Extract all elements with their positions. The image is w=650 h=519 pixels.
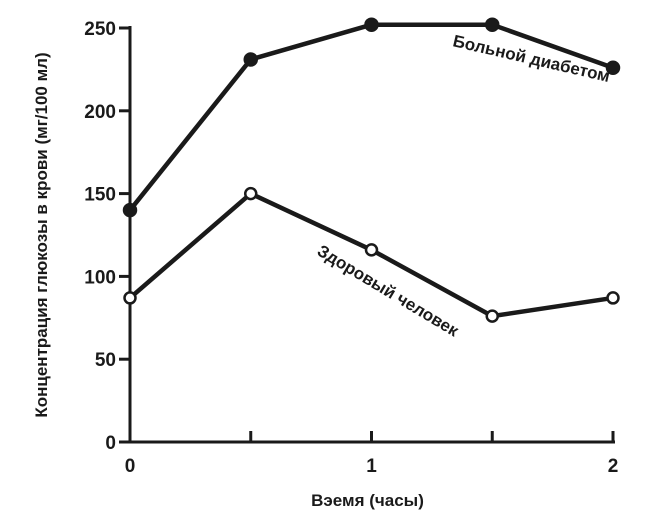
data-point-healthy (485, 309, 499, 323)
x-tick-label: 2 (608, 456, 619, 477)
x-axis-title: Вэемя (часы) (311, 491, 424, 510)
y-tick-label: 0 (105, 433, 116, 454)
y-tick-label: 250 (84, 19, 116, 40)
series-layer (122, 17, 621, 323)
data-point-healthy (606, 291, 620, 305)
data-point-diabetic (243, 52, 258, 67)
data-point-healthy (244, 186, 258, 201)
data-point-diabetic (122, 202, 138, 218)
data-point-diabetic (485, 17, 500, 32)
ticks-layer: 0 50 100 150 200 250 0 1 2 (84, 19, 618, 477)
y-tick-label: 50 (95, 350, 116, 371)
data-point-healthy (364, 243, 379, 257)
y-tick-label: 200 (84, 102, 116, 123)
data-point-healthy (123, 291, 137, 305)
y-tick-label: 150 (84, 185, 116, 206)
y-axis-title: Концентрация глюкозы в крови (мг/100 мл) (32, 52, 51, 417)
x-tick-label: 1 (366, 456, 377, 477)
y-tick-label: 100 (84, 267, 116, 288)
data-point-diabetic (605, 60, 621, 75)
series-label-healthy: Здоровый человек (314, 241, 462, 341)
x-tick-label: 0 (125, 456, 136, 477)
data-point-diabetic (364, 17, 379, 32)
